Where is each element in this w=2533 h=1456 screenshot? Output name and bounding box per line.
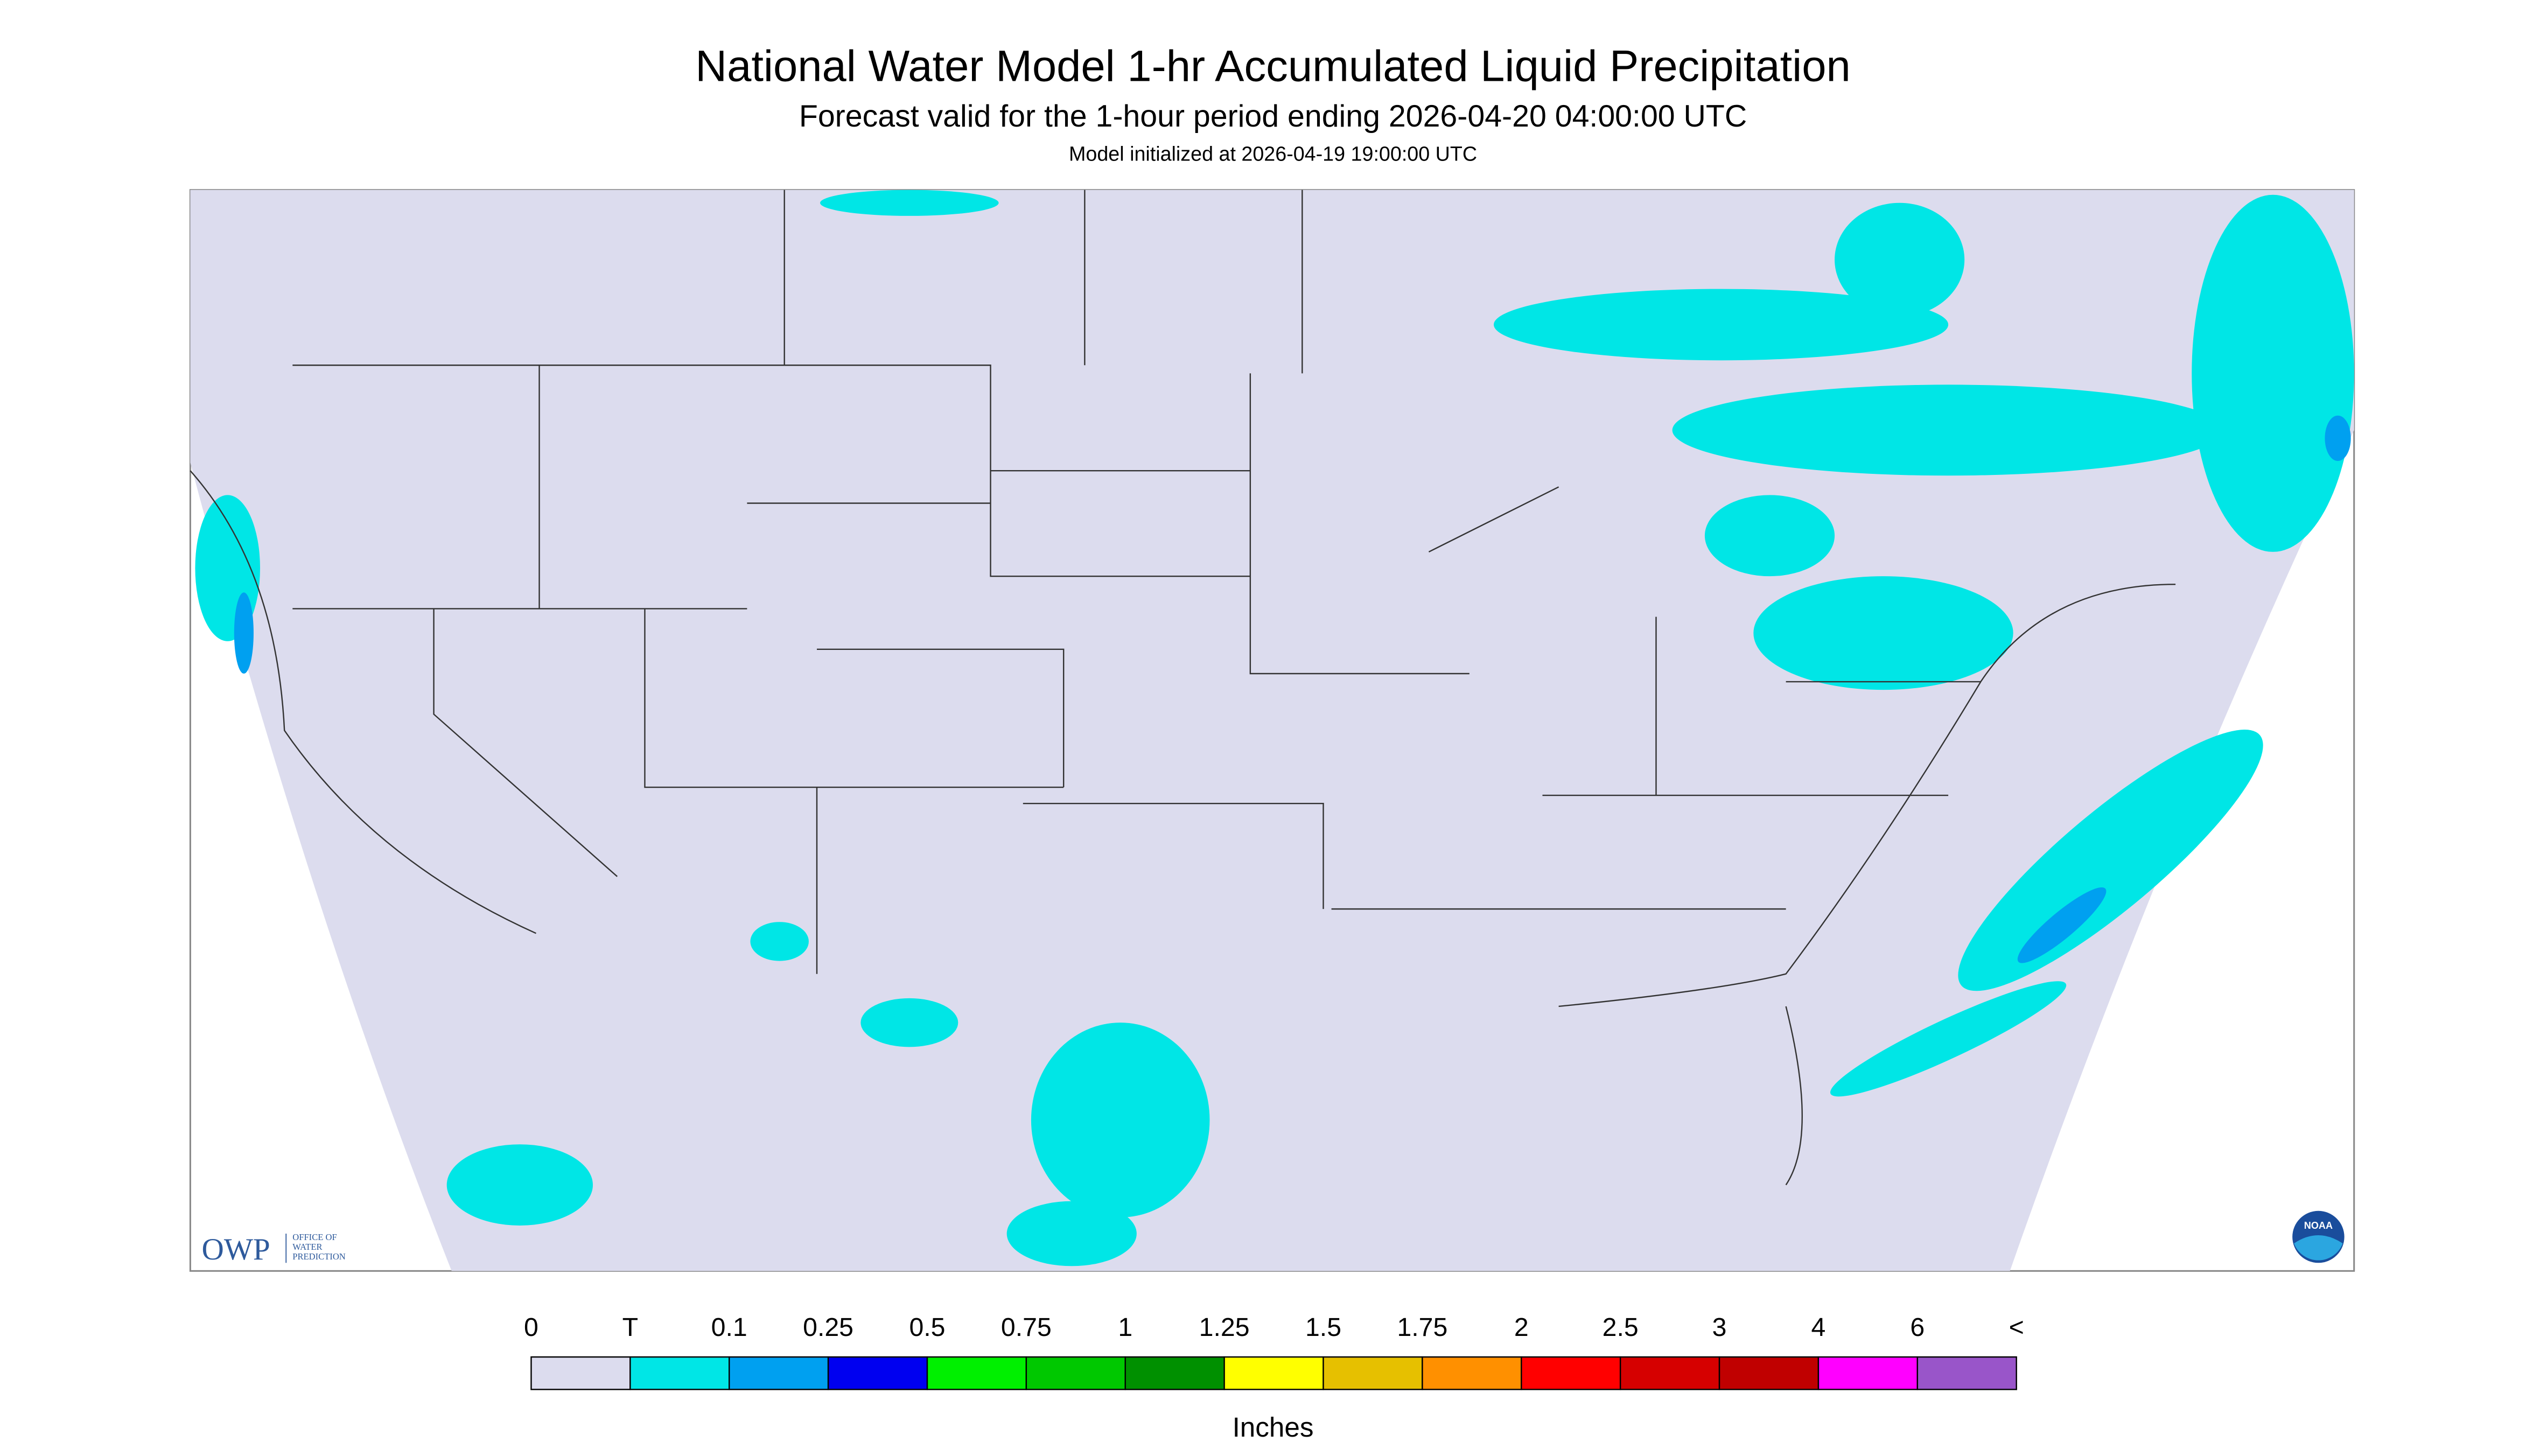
- owp-logo: OWP OFFICE OF WATER PREDICTION: [201, 1232, 345, 1266]
- legend-label: 4: [1811, 1313, 1826, 1342]
- legend-swatch: [1916, 1356, 2017, 1390]
- legend-swatch: [1521, 1356, 1621, 1390]
- noaa-text: NOAA: [2304, 1220, 2333, 1231]
- legend-swatch: [1718, 1356, 1820, 1390]
- legend-label: 1: [1118, 1313, 1132, 1342]
- title: National Water Model 1-hr Accumulated Li…: [695, 42, 1850, 91]
- map-domain: [190, 190, 2354, 1271]
- subtitle: Forecast valid for the 1-hour period end…: [799, 99, 1747, 134]
- legend-label: 6: [1910, 1313, 1925, 1342]
- init-time: Model initialized at 2026-04-19 19:00:00…: [1069, 142, 1477, 165]
- owp-office: WATER: [292, 1242, 323, 1252]
- legend-swatch: [1422, 1356, 1522, 1390]
- legend-units: Inches: [1233, 1412, 1314, 1443]
- legend-label: 1.25: [1199, 1313, 1250, 1342]
- legend-label: T: [622, 1313, 638, 1342]
- state-lines: [190, 190, 2176, 1186]
- legend-swatch: [530, 1356, 631, 1390]
- legend-label: 1.5: [1305, 1313, 1341, 1342]
- legend-swatch: [629, 1356, 730, 1390]
- legend-swatch: [728, 1356, 829, 1390]
- map: OWP OFFICE OF WATER PREDICTION NOAA: [189, 189, 2355, 1272]
- legend-swatch: [926, 1356, 1027, 1390]
- precip-areas: [195, 190, 2354, 1266]
- owp-text: OWP: [201, 1233, 270, 1266]
- legend-swatch: [1323, 1356, 1423, 1390]
- legend-label: 0.75: [1001, 1313, 1052, 1342]
- legend-swatch: [1025, 1356, 1126, 1390]
- legend-swatch: [827, 1356, 928, 1390]
- legend-label: 0.5: [909, 1313, 945, 1342]
- legend-label: 0.1: [711, 1313, 747, 1342]
- owp-office: PREDICTION: [292, 1251, 345, 1262]
- legend-label: 0: [524, 1313, 538, 1342]
- legend-label: 1.75: [1397, 1313, 1447, 1342]
- noaa-logo: NOAA: [2292, 1210, 2345, 1263]
- owp-office: OFFICE OF: [292, 1232, 337, 1242]
- legend-swatch: [1817, 1356, 1919, 1390]
- legend-swatch: [1223, 1356, 1324, 1390]
- legend-label: 0.25: [803, 1313, 853, 1342]
- precip-heavier: [234, 415, 2351, 963]
- legend-label: 2: [1514, 1313, 1529, 1342]
- legend-label: 2.5: [1603, 1313, 1639, 1342]
- noaa-wave: [2294, 1235, 2343, 1261]
- legend-swatch: [1619, 1356, 1720, 1390]
- legend-swatch: [1124, 1356, 1225, 1390]
- legend: 0 T 0.1 0.25 0.5 0.75 1 1.25 1.5 1.75 2 2.5 3 4 6 <: [524, 1313, 2024, 1390]
- legend-label: <: [2009, 1313, 2024, 1342]
- legend-label: 3: [1712, 1313, 1727, 1342]
